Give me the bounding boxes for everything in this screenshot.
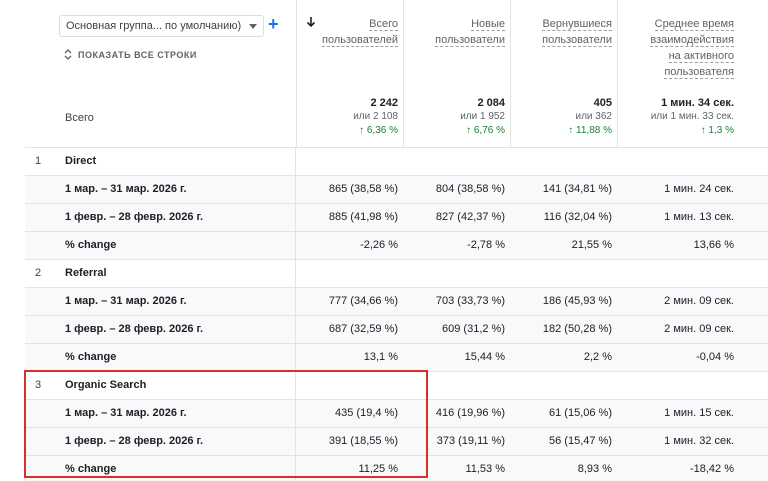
metric-cell: 8,93 % [577, 463, 612, 475]
group-index: 2 [35, 267, 42, 279]
expand-icon [64, 49, 72, 60]
metric-cell: 609 (31,2 %) [442, 323, 505, 335]
sort-descending-icon[interactable] [306, 16, 316, 28]
column-divider [295, 372, 296, 399]
metric-cell: 21,55 % [571, 239, 612, 251]
column-divider [295, 428, 296, 455]
column-divider [295, 260, 296, 287]
metric-cell: 2 мин. 09 сек. [664, 295, 734, 307]
metric-cell: 1 мин. 32 сек. [664, 435, 734, 447]
metric-cell: -18,42 % [689, 463, 734, 475]
show-all-rows-button[interactable]: ПОКАЗАТЬ ВСЕ СТРОКИ [64, 49, 197, 60]
group-name: Direct [65, 155, 97, 167]
metric-cell: 2,2 % [583, 351, 612, 363]
metric-cell: 804 (38,58 %) [435, 183, 505, 195]
column-divider [295, 456, 296, 481]
group-index: 3 [35, 379, 42, 391]
column-divider [295, 176, 296, 203]
row-label: % change [65, 463, 117, 475]
metric-cell: 2 мин. 09 сек. [664, 323, 734, 335]
dimension-select-value: Основная группа... по умолчанию) [66, 20, 242, 32]
metric-cell: 1 мин. 15 сек. [664, 407, 734, 419]
column-divider [617, 0, 618, 147]
column-header-returning-users[interactable]: Вернувшиеся пользователи [542, 18, 612, 47]
column-divider [295, 148, 296, 175]
column-divider [295, 400, 296, 427]
column-divider [295, 288, 296, 315]
returning-users-summary: 405 или 362 ↑ 11,88 % [568, 97, 612, 136]
group-name: Organic Search [65, 379, 147, 391]
total-users-summary: 2 242 или 2 108 ↑ 6,36 % [353, 97, 398, 136]
group-row[interactable]: 1 Direct [25, 147, 768, 175]
group-row[interactable]: 3 Organic Search [25, 371, 768, 399]
column-header-avg-engagement-time[interactable]: Среднее время взаимодействия на активног… [650, 18, 734, 79]
metric-cell: 116 (32,04 %) [543, 211, 612, 223]
table-row[interactable]: 1 мар. – 31 мар. 2026 г. 777 (34,66 %) 703… [25, 287, 768, 315]
table-row[interactable]: 1 февр. – 28 февр. 2026 г. 391 (18,55 %) 3… [25, 427, 768, 455]
metric-cell: 56 (15,47 %) [549, 435, 612, 447]
row-label: % change [65, 239, 117, 251]
row-label: 1 февр. – 28 февр. 2026 г. [65, 211, 204, 223]
metric-cell: -2,78 % [467, 239, 505, 251]
column-header-total-users[interactable]: Всего пользователей [322, 18, 398, 47]
table-row[interactable]: % change 11,25 % 11,53 % 8,93 % -18,42 % [25, 455, 768, 481]
table-row[interactable]: 1 февр. – 28 февр. 2026 г. 885 (41,98 %) 8… [25, 203, 768, 231]
table-row[interactable]: % change 13,1 % 15,44 % 2,2 % -0,04 % [25, 343, 768, 371]
row-label: % change [65, 351, 117, 363]
new-users-summary: 2 084 или 1 952 ↑ 6,76 % [460, 97, 505, 136]
row-label: 1 мар. – 31 мар. 2026 г. [65, 295, 187, 307]
metric-cell: 391 (18,55 %) [328, 435, 398, 447]
metric-cell: 13,66 % [693, 239, 734, 251]
avg-engagement-summary: 1 мин. 34 сек. или 1 мин. 33 сек. ↑ 1,3 … [650, 97, 734, 136]
table-header: Основная группа... по умолчанию) + ПОКАЗ… [0, 0, 768, 147]
group-index: 1 [35, 155, 42, 167]
metric-cell: 865 (38,58 %) [328, 183, 398, 195]
column-divider [295, 316, 296, 343]
metric-cell: 186 (45,93 %) [542, 295, 612, 307]
column-divider [403, 0, 404, 147]
metric-cell: 15,44 % [464, 351, 505, 363]
group-name: Referral [65, 267, 107, 279]
column-divider [295, 232, 296, 259]
row-label: 1 февр. – 28 февр. 2026 г. [65, 323, 204, 335]
table-row[interactable]: 1 февр. – 28 февр. 2026 г. 687 (32,59 %) 6… [25, 315, 768, 343]
metric-cell: 703 (33,73 %) [435, 295, 505, 307]
totals-label: Всего [65, 112, 94, 124]
column-divider [295, 204, 296, 231]
show-all-rows-label: ПОКАЗАТЬ ВСЕ СТРОКИ [78, 49, 197, 60]
dimension-select[interactable]: Основная группа... по умолчанию) [59, 15, 264, 37]
metric-cell: -2,26 % [360, 239, 398, 251]
chevron-down-icon [249, 24, 257, 29]
metric-cell: 61 (15,06 %) [549, 407, 612, 419]
column-header-new-users[interactable]: Новые пользователи [435, 18, 505, 47]
row-label: 1 февр. – 28 февр. 2026 г. [65, 435, 204, 447]
metric-cell: -0,04 % [696, 351, 734, 363]
column-divider [295, 344, 296, 371]
row-label: 1 мар. – 31 мар. 2026 г. [65, 407, 187, 419]
metric-cell: 435 (19,4 %) [335, 407, 398, 419]
metric-cell: 885 (41,98 %) [328, 211, 398, 223]
metric-cell: 373 (19,11 %) [436, 435, 505, 447]
column-divider [510, 0, 511, 147]
metric-cell: 1 мин. 24 сек. [664, 183, 734, 195]
table-row[interactable]: 1 мар. – 31 мар. 2026 г. 435 (19,4 %) 416 … [25, 399, 768, 427]
metric-cell: 777 (34,66 %) [328, 295, 398, 307]
metric-cell: 1 мин. 13 сек. [664, 211, 734, 223]
metric-cell: 13,1 % [363, 351, 398, 363]
metric-cell: 827 (42,37 %) [435, 211, 505, 223]
metric-cell: 141 (34,81 %) [542, 183, 612, 195]
metric-cell: 11,53 % [465, 463, 505, 475]
metric-cell: 11,25 % [358, 463, 398, 475]
group-row[interactable]: 2 Referral [25, 259, 768, 287]
metric-cell: 416 (19,96 %) [435, 407, 505, 419]
add-dimension-plus-icon[interactable]: + [268, 14, 279, 34]
table-row[interactable]: 1 мар. – 31 мар. 2026 г. 865 (38,58 %) 804… [25, 175, 768, 203]
row-label: 1 мар. – 31 мар. 2026 г. [65, 183, 187, 195]
metric-cell: 687 (32,59 %) [328, 323, 398, 335]
metric-cell: 182 (50,28 %) [542, 323, 612, 335]
table-row[interactable]: % change -2,26 % -2,78 % 21,55 % 13,66 % [25, 231, 768, 259]
